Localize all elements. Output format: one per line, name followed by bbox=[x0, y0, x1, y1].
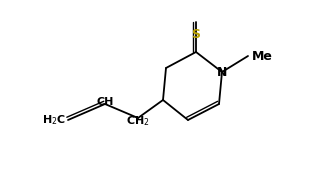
Text: Me: Me bbox=[252, 50, 273, 63]
Text: CH: CH bbox=[96, 97, 114, 107]
Text: N: N bbox=[217, 66, 227, 78]
Text: H$_2$C: H$_2$C bbox=[42, 113, 66, 127]
Text: CH$_2$: CH$_2$ bbox=[126, 114, 150, 128]
Text: S: S bbox=[192, 28, 200, 41]
